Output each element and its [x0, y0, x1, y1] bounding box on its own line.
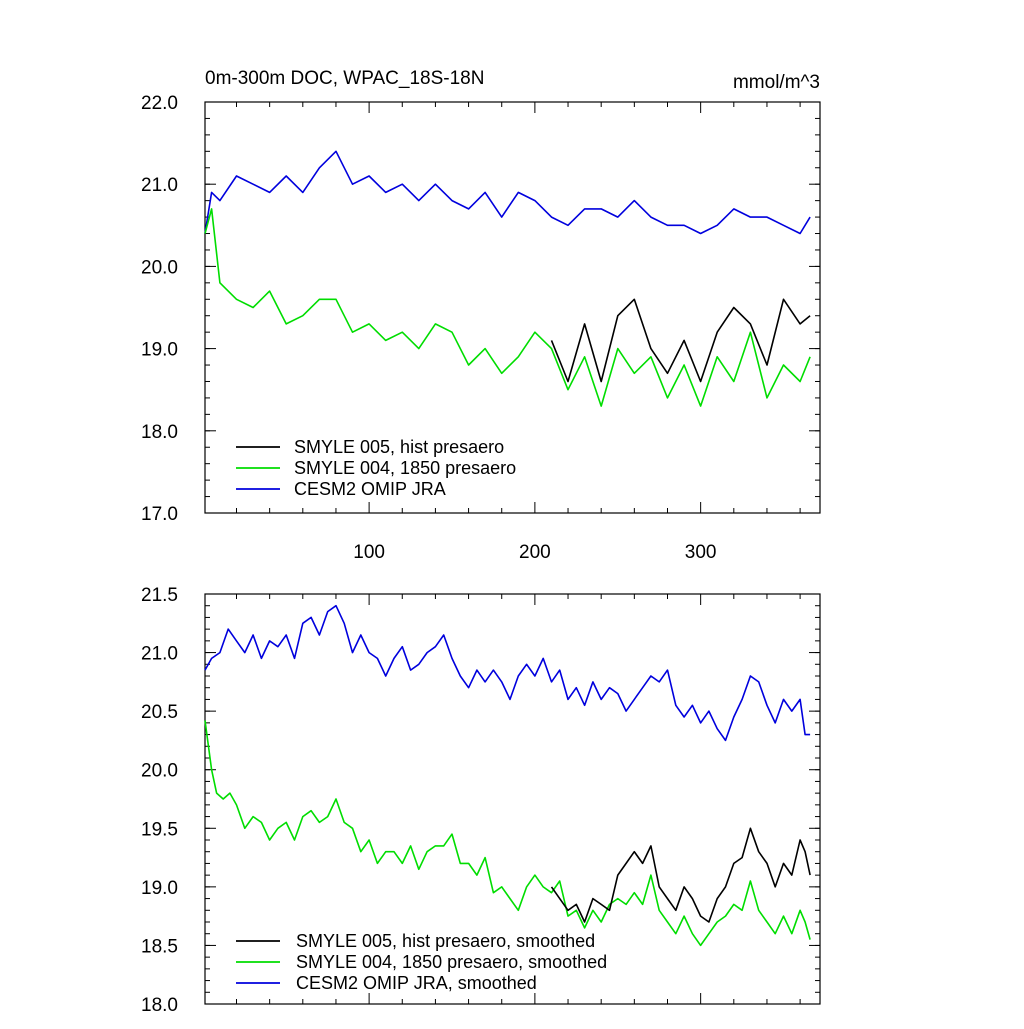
y-tick-label: 20.5 [141, 702, 178, 723]
axis-ticks [205, 101, 820, 514]
series-line-cesm2-omip-jra-smoothed [204, 604, 811, 742]
series-lines [204, 150, 811, 407]
series-line-smyle-005-hist-presaero [550, 298, 811, 383]
y-tick-label: 18.0 [141, 995, 178, 1016]
series-line-smyle-004-1850-presaero [204, 208, 811, 407]
y-tick-label: 20.0 [141, 761, 178, 782]
legend-label: SMYLE 004, 1850 presaero, smoothed [296, 952, 607, 972]
series-lines [204, 604, 811, 947]
chart-panel-top: 0m-300m DOC, WPAC_18S-18N mmol/m^3 17.01… [141, 68, 821, 563]
y-tick-label: 19.5 [141, 819, 178, 840]
legend-label: SMYLE 004, 1850 presaero [294, 458, 516, 478]
y-tick-label: 22.0 [141, 93, 178, 114]
y-tick-label: 21.0 [141, 644, 178, 665]
x-tick-label: 200 [519, 542, 551, 563]
y-tick-label: 17.0 [141, 504, 178, 525]
y-tick-label: 19.0 [141, 878, 178, 899]
y-tick-label: 18.0 [141, 422, 178, 443]
legend-label: CESM2 OMIP JRA, smoothed [296, 973, 537, 993]
legend-label: SMYLE 005, hist presaero, smoothed [296, 931, 595, 951]
y-tick-label: 19.0 [141, 340, 178, 361]
legend-label: CESM2 OMIP JRA [294, 479, 446, 499]
legend-label: SMYLE 005, hist presaero [294, 437, 504, 457]
series-line-smyle-004-1850-presaero-smoothed [204, 720, 811, 947]
series-line-smyle-005-hist-presaero-smoothed [550, 827, 811, 923]
x-tick-label: 300 [685, 542, 717, 563]
y-tick-label: 20.0 [141, 257, 178, 278]
y-tick-label: 18.5 [141, 936, 178, 957]
y-tick-label: 21.0 [141, 175, 178, 196]
axis-tick-labels: 17.0 18.0 19.0 20.0 21.0 22.0 100 200 300 [141, 93, 716, 563]
chart-units: mmol/m^3 [733, 72, 820, 93]
axis-tick-labels: 18.0 18.5 19.0 19.5 20.0 20.5 21.0 21.5 [141, 585, 178, 1016]
y-tick-label: 21.5 [141, 585, 178, 606]
plot-frame [204, 593, 821, 1005]
x-tick-label: 100 [353, 542, 385, 563]
axis-ticks [205, 593, 820, 1005]
chart-title: 0m-300m DOC, WPAC_18S-18N [205, 68, 484, 89]
plot-frame [204, 101, 821, 514]
series-line-cesm2-omip-jra [204, 150, 811, 235]
chart-panel-bottom: 18.0 18.5 19.0 19.5 20.0 20.5 21.0 21.5 SMYLE 0… [141, 585, 821, 1016]
legend: SMYLE 005, hist presaero, smoothedSMYLE … [236, 931, 607, 993]
